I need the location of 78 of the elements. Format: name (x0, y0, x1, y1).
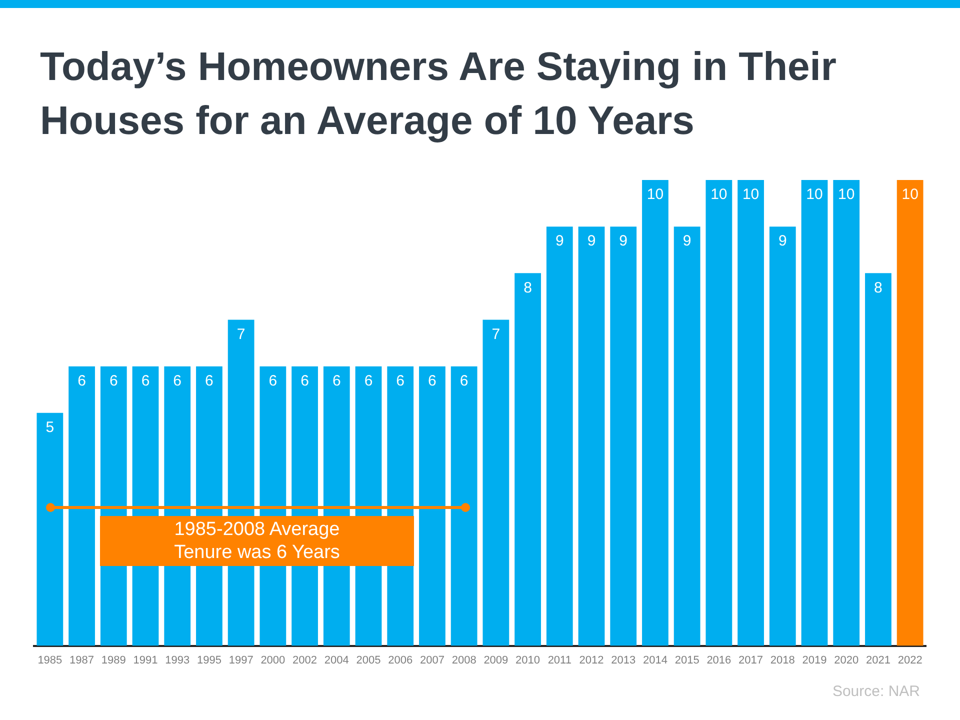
data-label: 7 (236, 326, 246, 343)
bar (896, 180, 924, 646)
bar (706, 180, 732, 646)
data-label: 9 (587, 232, 596, 250)
x-tick-label: 2021 (866, 654, 890, 666)
data-label: 10 (710, 186, 728, 204)
data-label: 10 (742, 186, 760, 204)
x-tick-label: 2017 (738, 654, 764, 666)
data-label: 10 (646, 186, 664, 204)
data-label: 9 (682, 232, 692, 250)
x-tick-label: 2010 (516, 654, 540, 666)
data-label: 6 (205, 372, 214, 390)
data-label: 6 (396, 372, 405, 390)
x-tick-label: 2016 (706, 654, 732, 666)
x-tick-label: 2022 (898, 654, 922, 666)
callout-box: 1985-2008 Average Tenure was 6 Years (100, 516, 414, 566)
x-tick-label: 2018 (770, 654, 795, 666)
data-label: 7 (492, 326, 500, 343)
x-tick-label: 2019 (802, 654, 827, 666)
bar (578, 226, 605, 646)
bar (514, 273, 541, 646)
bar (419, 366, 446, 646)
data-label: 9 (778, 232, 787, 250)
source-note: Source: NAR (832, 683, 920, 700)
x-tick-label: 2014 (642, 654, 668, 666)
bar (865, 273, 892, 646)
bar (450, 366, 478, 646)
x-tick-label: 2006 (388, 654, 413, 666)
data-label: 10 (806, 186, 823, 204)
x-tick-label: 2012 (579, 654, 604, 666)
x-tick-label: 1993 (165, 654, 190, 666)
data-label: 6 (268, 372, 278, 390)
data-label: 6 (173, 372, 182, 390)
bar (674, 226, 700, 646)
data-label: 6 (78, 372, 86, 390)
data-label: 9 (619, 232, 628, 250)
bar (546, 226, 573, 646)
data-label: 5 (46, 419, 54, 436)
data-label: 6 (109, 372, 118, 390)
data-label: 8 (524, 279, 532, 296)
data-label: 10 (902, 186, 918, 204)
data-label: 6 (460, 372, 468, 390)
x-tick-label: 1989 (101, 654, 126, 666)
x-tick-label: 2015 (674, 654, 700, 666)
x-tick-label: 2002 (292, 654, 318, 666)
x-tick-label: 2009 (484, 654, 508, 666)
bar (610, 226, 637, 646)
data-label: 8 (874, 279, 882, 296)
x-tick-label: 1987 (70, 654, 94, 666)
data-label: 6 (364, 372, 373, 390)
data-label: 10 (838, 186, 855, 204)
chart-title: Today’s Homeowners Are Staying in Their Houses for an Average of 10 Years (40, 44, 838, 145)
bar (36, 412, 64, 646)
bar (482, 320, 510, 646)
x-tick-label: 1991 (133, 654, 158, 666)
data-label: 6 (141, 372, 150, 390)
bar (68, 366, 95, 646)
x-tick-label: 2007 (420, 654, 444, 666)
data-label: 6 (300, 372, 309, 390)
x-tick-label: 2013 (611, 654, 636, 666)
x-tick-label: 2008 (452, 654, 476, 666)
bar (833, 180, 860, 646)
x-tick-label: 1985 (38, 654, 62, 666)
data-label: 6 (332, 372, 341, 390)
x-tick-label: 2000 (260, 654, 286, 666)
data-label: 9 (555, 232, 564, 250)
x-tick-label: 2005 (356, 654, 381, 666)
bar (801, 180, 828, 646)
bar (769, 226, 796, 646)
bar (738, 180, 764, 646)
data-label: 6 (428, 372, 436, 390)
x-tick-label: 1995 (196, 654, 222, 666)
bar (642, 180, 668, 646)
annotation: 1985-2008 Average Tenure was 6 Years (173, 518, 341, 564)
x-tick-label: 1997 (228, 654, 254, 666)
x-tick-label: 2011 (548, 654, 572, 666)
x-tick-label: 2020 (834, 654, 859, 666)
x-tick-label: 2004 (324, 654, 349, 666)
